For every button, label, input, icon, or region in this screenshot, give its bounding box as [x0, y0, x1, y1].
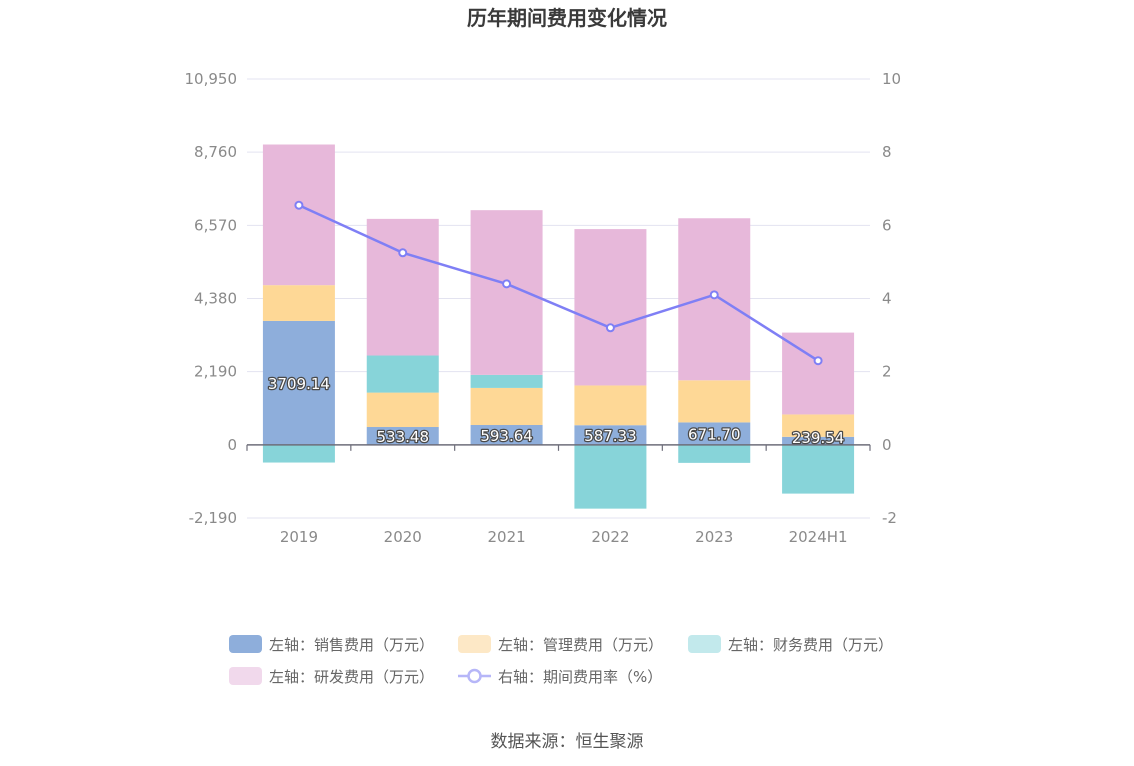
right-axis-tick-label: 8	[882, 143, 892, 161]
legend-item: 左轴：研发费用（万元）	[229, 667, 434, 686]
legend-item: 右轴：期间费用率（%）	[458, 668, 662, 686]
legend-swatch	[688, 635, 721, 653]
bar-segment	[470, 374, 543, 388]
x-axis-category-label: 2023	[695, 528, 733, 546]
bar-segment	[262, 144, 335, 286]
data-source-note: 数据来源：恒生聚源	[491, 732, 644, 752]
bar-segment	[782, 414, 855, 437]
bar-segment	[262, 320, 335, 445]
legend-label: 左轴：管理费用（万元）	[498, 636, 663, 654]
x-axis-category-label: 2019	[280, 528, 318, 546]
legend-item: 左轴：财务费用（万元）	[688, 635, 893, 654]
expense-rate-polyline	[298, 204, 819, 362]
bar-segment	[262, 285, 335, 321]
x-axis-category-label: 2022	[591, 528, 629, 546]
bar-segment	[366, 218, 439, 356]
left-axis-tick-label: 10,950	[185, 70, 238, 88]
grid-lines	[247, 78, 870, 519]
legend-line-marker	[467, 668, 482, 684]
legend-label: 左轴：研发费用（万元）	[269, 668, 434, 686]
expense-rate-point	[294, 200, 304, 210]
legend-item: 左轴：管理费用（万元）	[458, 635, 663, 654]
right-axis-tick-label: 0	[882, 436, 892, 454]
expense-rate-point	[502, 279, 512, 289]
legend: 左轴：销售费用（万元） 左轴：管理费用（万元） 左轴：财务费用（万元） 左轴：研发费用…	[229, 635, 893, 686]
chart-title: 历年期间费用变化情况	[467, 6, 667, 30]
right-axis-tick-label: 2	[882, 363, 892, 381]
expense-rate-point	[605, 323, 615, 333]
bar-data-label: 671.70	[688, 426, 741, 444]
legend-label: 左轴：销售费用（万元）	[269, 636, 434, 654]
x-axis-category-labels: 2019 2020 2021 2022 2023 2024H1	[280, 528, 848, 546]
left-axis-tick-label: 2,190	[194, 363, 237, 381]
bar-segment	[262, 444, 335, 463]
legend-item: 左轴：销售费用（万元）	[229, 635, 434, 654]
expense-rate-point	[709, 290, 719, 300]
bar-segment	[470, 210, 543, 375]
legend-swatch	[458, 635, 491, 653]
bar-segment	[678, 380, 751, 423]
bar-segment	[574, 385, 647, 426]
bar-segment	[470, 387, 543, 426]
bar-data-label: 239.54	[792, 429, 845, 447]
right-axis-tick-label: -2	[882, 509, 897, 527]
legend-label: 左轴：财务费用（万元）	[728, 636, 893, 654]
bar-segment	[574, 229, 647, 386]
left-axis: 10,950 8,760 6,570 4,380 2,190 0 -2,190	[185, 70, 238, 527]
bar-segment	[782, 444, 855, 494]
expense-rate-line	[294, 200, 823, 366]
left-axis-tick-label: -2,190	[189, 509, 237, 527]
left-axis-tick-label: 6,570	[194, 216, 237, 234]
right-axis-tick-label: 4	[882, 290, 892, 308]
bar-segment	[678, 444, 751, 463]
x-axis-category-label: 2020	[384, 528, 422, 546]
expense-rate-point	[813, 356, 823, 366]
right-axis: 10 8 6 4 2 0 -2	[882, 70, 901, 527]
legend-swatch	[229, 635, 262, 653]
x-axis-category-label: 2024H1	[789, 528, 848, 546]
bar-segment	[366, 392, 439, 428]
bar-data-labels: 3709.14 533.48 593.64 587.33 671.70 239.54	[267, 374, 846, 448]
x-axis	[246, 444, 871, 451]
left-axis-tick-label: 8,760	[194, 143, 237, 161]
bar-segment	[782, 436, 855, 445]
legend-label: 右轴：期间费用率（%）	[498, 668, 662, 686]
bar-segment	[678, 422, 751, 445]
expense-rate-point	[398, 248, 408, 258]
bar-data-label: 3709.14	[268, 375, 330, 393]
bar-data-label: 587.33	[584, 427, 637, 445]
legend-swatch	[229, 667, 262, 685]
x-axis-category-label: 2021	[487, 528, 525, 546]
bar-segment	[574, 444, 647, 509]
bar-segment	[574, 425, 647, 445]
right-axis-tick-label: 6	[882, 216, 892, 234]
bar-data-label: 533.48	[377, 428, 430, 446]
left-axis-tick-label: 4,380	[194, 290, 237, 308]
bar-data-label: 593.64	[480, 427, 533, 445]
bar-segment	[470, 425, 543, 445]
bar-segment	[366, 355, 439, 393]
left-axis-tick-label: 0	[227, 436, 237, 454]
right-axis-tick-label: 10	[882, 70, 901, 88]
bar-segment	[366, 427, 439, 445]
